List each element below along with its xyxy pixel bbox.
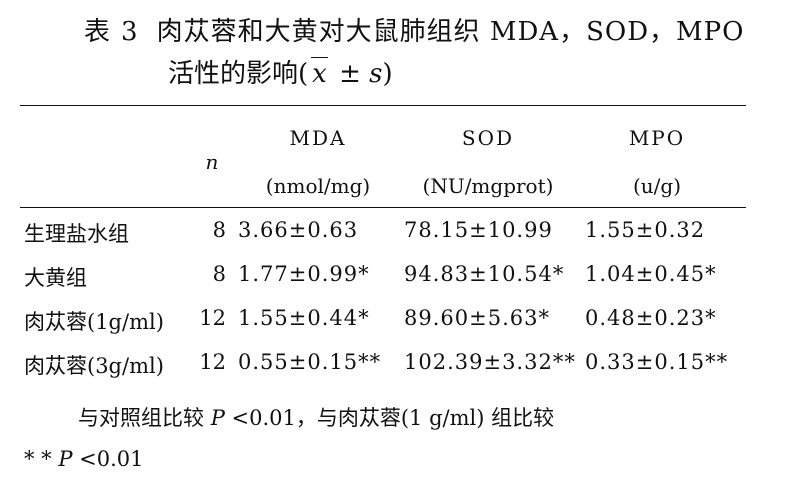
row-group: 大黄组 — [24, 266, 87, 290]
note-2-p: P — [58, 447, 73, 471]
note-2-suffix: <0.01 — [72, 447, 144, 471]
plus-minus-text: ± — [330, 59, 370, 89]
unit-mda: (nmol/mg) — [265, 174, 371, 198]
table-header-rule — [20, 207, 746, 208]
row-n: 12 — [199, 350, 226, 374]
row-mpo: 1.55±0.32 — [585, 218, 706, 242]
row-sod: 102.39±3.32** — [404, 350, 576, 374]
row-n: 8 — [212, 218, 226, 242]
note-2-stars: * * — [24, 447, 59, 471]
header-n: n — [205, 150, 219, 174]
caption-label: 表 — [84, 17, 112, 47]
caption-line-2: 活性的影响(x ± s) — [168, 52, 774, 96]
table-row: 肉苁蓉(1g/ml) 12 1.55±0.44* 89.60±5.63* 0.4… — [0, 298, 787, 342]
caption-line-1: 表 3 肉苁蓉和大黄对大鼠肺组织 MDA，SOD，MPO — [84, 12, 774, 52]
note-1-suffix: <0.01，与肉苁蓉(1 g/ml) 组比较 — [224, 406, 555, 430]
row-sod: 89.60±5.63* — [404, 306, 550, 330]
row-sod: 94.83±10.54* — [404, 262, 565, 286]
s-symbol: s — [369, 59, 383, 89]
table-row: 生理盐水组 8 3.66±0.63 78.15±10.99 1.55±0.32 — [0, 210, 787, 254]
unit-sod: (NU/mgprot) — [422, 174, 554, 198]
row-mpo: 0.48±0.23* — [585, 306, 717, 330]
row-mda: 1.77±0.99* — [238, 262, 370, 286]
row-mda: 3.66±0.63 — [238, 218, 359, 242]
table-note-2: * * P <0.01 — [24, 447, 144, 471]
row-mda: 0.55±0.15** — [238, 350, 382, 374]
xbar-symbol: x — [308, 52, 331, 96]
row-group: 肉苁蓉(1g/ml) — [24, 310, 164, 334]
row-group: 肉苁蓉(3g/ml) — [24, 354, 164, 378]
table-row: 肉苁蓉(3g/ml) 12 0.55±0.15** 102.39±3.32** … — [0, 342, 787, 386]
header-sod: SOD — [461, 126, 515, 150]
header-mda: MDA — [289, 126, 347, 150]
table-note-1: 与对照组比较 P <0.01，与肉苁蓉(1 g/ml) 组比较 — [78, 402, 554, 432]
row-sod: 78.15±10.99 — [404, 218, 553, 242]
caption-title-line-2-suffix: ) — [382, 59, 393, 89]
unit-mpo: (u/g) — [632, 174, 682, 198]
row-n: 8 — [212, 262, 226, 286]
table-row: 大黄组 8 1.77±0.99* 94.83±10.54* 1.04±0.45* — [0, 254, 787, 298]
note-1-prefix: 与对照组比较 — [78, 406, 211, 430]
row-n: 12 — [199, 306, 226, 330]
row-mpo: 1.04±0.45* — [585, 262, 717, 286]
caption-title-line-1: 肉苁蓉和大黄对大鼠肺组织 MDA，SOD，MPO — [156, 17, 745, 47]
row-mpo: 0.33±0.15** — [585, 350, 729, 374]
caption-number: 3 — [121, 17, 139, 47]
row-mda: 1.55±0.44* — [238, 306, 370, 330]
table-caption: 表 3 肉苁蓉和大黄对大鼠肺组织 MDA，SOD，MPO 活性的影响(x ± s) — [84, 12, 774, 96]
caption-title-line-2-prefix: 活性的影响( — [168, 59, 309, 89]
note-1-p: P — [210, 406, 225, 430]
header-mpo: MPO — [628, 126, 686, 150]
row-group: 生理盐水组 — [24, 222, 129, 246]
table-top-rule — [20, 105, 746, 106]
